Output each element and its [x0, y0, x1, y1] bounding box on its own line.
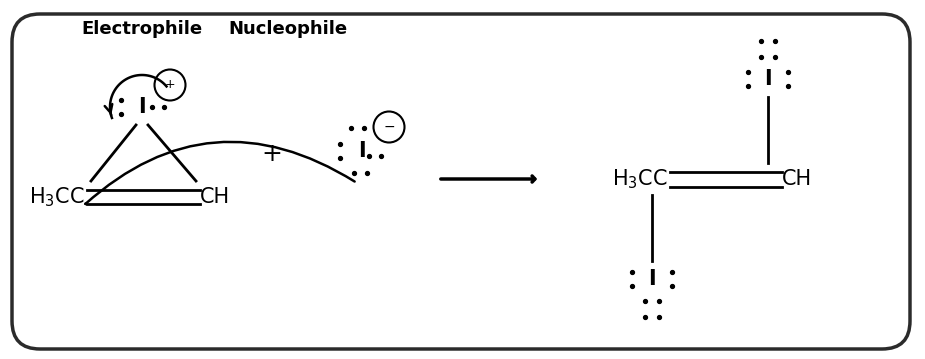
Text: −: − [383, 120, 395, 134]
Text: Electrophile: Electrophile [81, 20, 203, 38]
Text: H$_3$CC: H$_3$CC [612, 167, 668, 191]
Text: CH: CH [782, 169, 812, 189]
Text: Nucleophile: Nucleophile [228, 20, 348, 38]
Text: I: I [138, 97, 146, 117]
Text: I: I [648, 269, 656, 289]
Text: CH: CH [200, 187, 230, 207]
Text: +: + [262, 142, 282, 166]
FancyBboxPatch shape [12, 14, 910, 349]
Text: I: I [358, 141, 365, 161]
FancyArrowPatch shape [85, 142, 354, 204]
Text: I: I [764, 69, 771, 89]
Text: +: + [165, 79, 176, 92]
Text: H$_3$CC: H$_3$CC [30, 185, 85, 209]
